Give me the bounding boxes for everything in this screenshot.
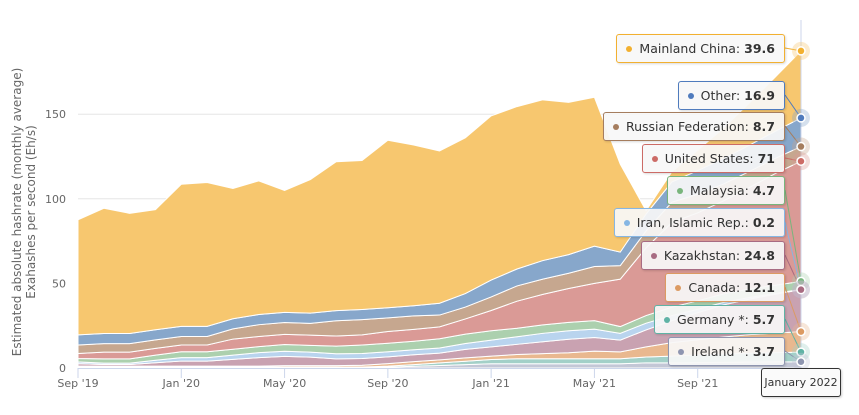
tooltip-value: 8.7	[752, 119, 775, 134]
series-dot-icon	[687, 92, 694, 99]
series-dot-icon	[663, 316, 670, 323]
tooltip-connector	[784, 318, 802, 353]
series-dot-icon	[650, 252, 657, 259]
tooltip-connector	[784, 189, 802, 282]
tooltip-connector	[784, 286, 802, 332]
tooltip-value: 16.9	[744, 88, 775, 103]
tooltip-label: Iran, Islamic Rep.:	[636, 215, 749, 230]
series-dot-icon	[651, 155, 658, 162]
marker-point	[796, 46, 806, 56]
x-tick-label: May '21	[573, 377, 616, 390]
tooltip-label: Malaysia:	[690, 183, 749, 198]
y-axis-title-line1: Estimated absolute hashrate (monthly ave…	[10, 68, 24, 357]
x-tick-label: Sep '21	[677, 377, 718, 390]
tooltip-item: Ireland *: 3.7	[668, 337, 785, 366]
marker-point	[796, 326, 806, 337]
tooltip-label: Germany *:	[676, 312, 749, 327]
tooltip-label: Canada:	[688, 280, 741, 295]
tooltip-value: 5.7	[752, 312, 775, 327]
marker-point	[796, 284, 806, 295]
tooltip-item: Russian Federation: 8.7	[602, 112, 785, 141]
tooltip-label: United States:	[664, 151, 754, 166]
tooltip-label: Ireland *:	[691, 344, 749, 359]
marker-point	[796, 347, 806, 357]
tooltip-item: United States: 71	[641, 144, 785, 173]
tooltip-value: 4.7	[752, 183, 775, 198]
y-axis-title-line2: Exahashes per second (Eh/s)	[24, 125, 38, 299]
y-tick-label: 0	[59, 362, 66, 375]
x-tick-label: Sep '20	[367, 377, 408, 390]
hover-markers	[792, 41, 810, 371]
tooltip-item: Canada: 12.1	[665, 273, 785, 302]
tooltip-value: 39.6	[744, 41, 775, 56]
x-tick-label: Sep '19	[57, 377, 98, 390]
tooltip-label: Other:	[700, 88, 741, 103]
tooltip-label: Russian Federation:	[625, 119, 749, 134]
tooltip-item: Germany *: 5.7	[653, 305, 785, 334]
tooltip-item: Kazakhstan: 24.8	[640, 241, 785, 270]
series-dot-icon	[675, 284, 682, 291]
series-dot-icon	[626, 45, 633, 52]
tooltip-label: Kazakhstan:	[663, 248, 741, 263]
tooltip-item: Other: 16.9	[677, 81, 785, 110]
x-tick-label: Jan '20	[162, 377, 200, 390]
tooltip-item: Malaysia: 4.7	[667, 176, 785, 205]
marker-point	[796, 113, 806, 123]
y-axis: 0 50 100 150	[45, 108, 66, 375]
series-dot-icon	[678, 348, 685, 355]
y-tick-label: 150	[45, 108, 66, 121]
x-axis: Sep '19 Jan '20 May '20 Sep '20 Jan '21 May '…	[57, 20, 802, 390]
tooltip-item: Iran, Islamic Rep.: 0.2	[613, 208, 785, 237]
tooltip-value: 12.1	[744, 280, 775, 295]
tooltip-value: 3.7	[752, 344, 775, 359]
marker-point	[796, 141, 806, 152]
x-tick-label: Jan '21	[471, 377, 509, 390]
tooltip-date: January 2022	[761, 368, 841, 397]
tooltip-value: 24.8	[744, 248, 775, 263]
series-dot-icon	[612, 123, 619, 130]
tooltip-label: Mainland China:	[639, 41, 741, 56]
series-dot-icon	[677, 187, 683, 194]
series-dot-icon	[623, 219, 630, 226]
x-tick-label: May '20	[263, 377, 306, 390]
tooltip-item: Mainland China: 39.6	[616, 34, 785, 63]
marker-point	[796, 156, 806, 166]
y-tick-label: 100	[45, 193, 66, 206]
y-tick-label: 50	[52, 277, 66, 290]
tooltip-value: 71	[757, 151, 775, 166]
tooltip-value: 0.2	[752, 215, 775, 230]
marker-point	[796, 356, 806, 367]
